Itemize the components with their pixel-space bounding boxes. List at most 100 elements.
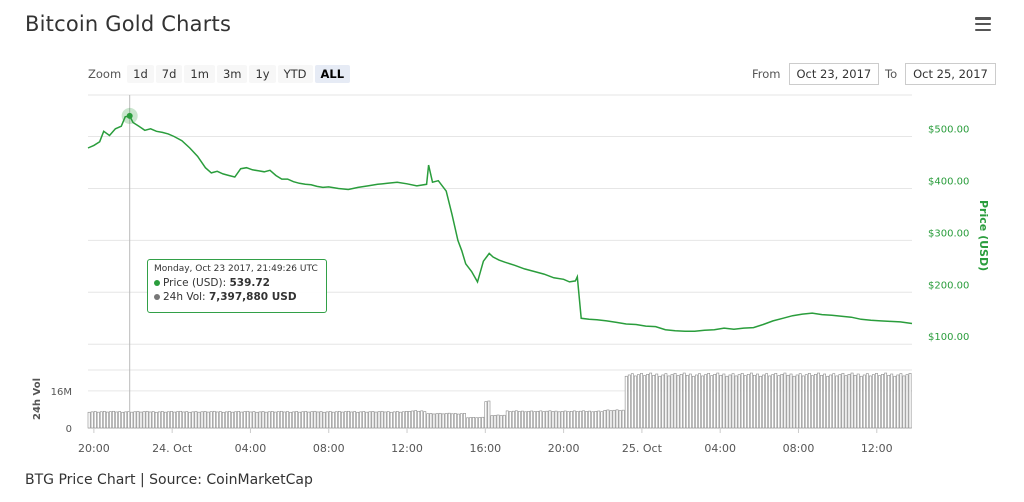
volume-bar [359, 411, 363, 429]
volume-bar [572, 410, 576, 429]
hamburger-menu-icon[interactable] [975, 17, 991, 32]
volume-bar [777, 375, 781, 429]
page-title: Bitcoin Gold Charts [25, 12, 232, 36]
volume-bar [725, 375, 729, 429]
volume-bar [145, 410, 149, 429]
volume-bar [106, 411, 109, 429]
volume-bar [719, 374, 723, 429]
volume-bar [539, 410, 543, 429]
volume-bar [737, 374, 741, 429]
volume-bar [704, 374, 707, 429]
volume-bar [734, 375, 738, 429]
volume-bar [157, 411, 161, 429]
volume-bar [841, 373, 845, 429]
chart-tooltip: Monday, Oct 23 2017, 21:49:26 UTC Price … [147, 259, 327, 313]
volume-bar [591, 411, 595, 429]
volume-bar [389, 411, 393, 429]
volume-bar [160, 411, 164, 429]
volume-bar [228, 411, 231, 429]
time-tick-label: 08:00 [783, 442, 815, 455]
time-axis-labels: 20:00 24. Oct 04:00 08:00 12:00 16:00 20:00 25.… [78, 428, 893, 455]
volume-bar [743, 375, 747, 429]
zoom-all-button[interactable]: ALL [314, 65, 351, 83]
volume-bar [905, 374, 909, 429]
volume-bar [475, 417, 479, 429]
volume-bar [609, 410, 613, 429]
volume-bar [365, 411, 369, 429]
volume-bar [881, 374, 884, 429]
zoom-1m-button[interactable]: 1m [184, 65, 215, 83]
volume-bar [908, 373, 912, 429]
volume-bar [789, 373, 793, 429]
volume-bar [566, 411, 570, 429]
volume-bar [234, 411, 237, 429]
volume-bar [713, 374, 717, 429]
zoom-ytd-button[interactable]: YTD [277, 65, 313, 83]
volume-bar [102, 411, 106, 429]
volume-bars [87, 372, 912, 429]
time-tick-label: 08:00 [313, 442, 345, 455]
volume-bar [624, 375, 628, 429]
volume-bar [350, 411, 353, 429]
from-date-input[interactable]: Oct 23, 2017 [788, 63, 880, 85]
volume-bar [826, 375, 830, 429]
volume-bar [322, 411, 326, 429]
volume-bar [417, 410, 421, 429]
volume-bar [896, 374, 900, 429]
volume-bar [484, 401, 488, 429]
volume-bar [240, 411, 244, 429]
volume-bar [899, 373, 903, 429]
volume-bar [463, 413, 466, 429]
volume-bar [588, 410, 592, 429]
volume-bar [307, 411, 311, 429]
price-axis-labels: $100.00 $200.00 $300.00 $400.00 $500.00 [928, 125, 969, 344]
volume-bar [637, 374, 640, 429]
volume-bar [109, 411, 112, 429]
volume-bar [478, 417, 482, 429]
volume-bar [221, 411, 225, 429]
volume-bar [569, 410, 573, 429]
volume-bar [786, 374, 790, 429]
volume-bar [267, 411, 271, 429]
volume-bar [676, 375, 680, 429]
volume-dot-icon [154, 294, 160, 300]
date-range-from: From Oct 23, 2017 [752, 63, 880, 85]
volume-bar [875, 373, 878, 429]
volume-bar [670, 374, 674, 429]
zoom-3m-button[interactable]: 3m [216, 65, 248, 83]
volume-bar [182, 411, 186, 429]
zoom-7d-button[interactable]: 7d [155, 65, 183, 83]
volume-bar [121, 411, 125, 429]
volume-bar [371, 411, 375, 429]
to-date-input[interactable]: Oct 25, 2017 [905, 63, 996, 85]
volume-bar [402, 411, 405, 429]
price-series-line [87, 115, 913, 333]
volume-bar [673, 373, 677, 429]
volume-bar [597, 410, 601, 429]
volume-bar [276, 411, 280, 429]
zoom-controls: Zoom 1d 7d 1m 3m 1y YTD ALL [88, 64, 352, 84]
volume-bar [218, 411, 222, 429]
volume-bar [395, 411, 399, 429]
volume-bar [893, 375, 897, 429]
volume-bar [829, 374, 833, 429]
volume-bar [612, 409, 616, 429]
volume-bar [435, 413, 439, 429]
zoom-1d-button[interactable]: 1d [127, 65, 154, 83]
volume-bar [865, 373, 869, 429]
volume-bar [633, 375, 637, 429]
volume-bar [862, 374, 866, 429]
volume-bar [658, 375, 662, 429]
volume-bar [270, 411, 274, 429]
volume-bar [762, 374, 765, 429]
time-tick-label: 25. Oct [622, 442, 663, 455]
price-chart[interactable]: $100.00 $200.00 $300.00 $400.00 $500.00 0 16M… [0, 0, 1024, 470]
tooltip-volume-value: 7,397,880 USD [208, 291, 297, 303]
volume-bar [661, 374, 665, 429]
zoom-1y-button[interactable]: 1y [249, 65, 276, 83]
price-tick-label: $200.00 [928, 280, 969, 291]
volume-bar [859, 375, 863, 429]
volume-bar [331, 411, 335, 429]
volume-bar [118, 411, 122, 429]
volume-bar [518, 411, 521, 429]
